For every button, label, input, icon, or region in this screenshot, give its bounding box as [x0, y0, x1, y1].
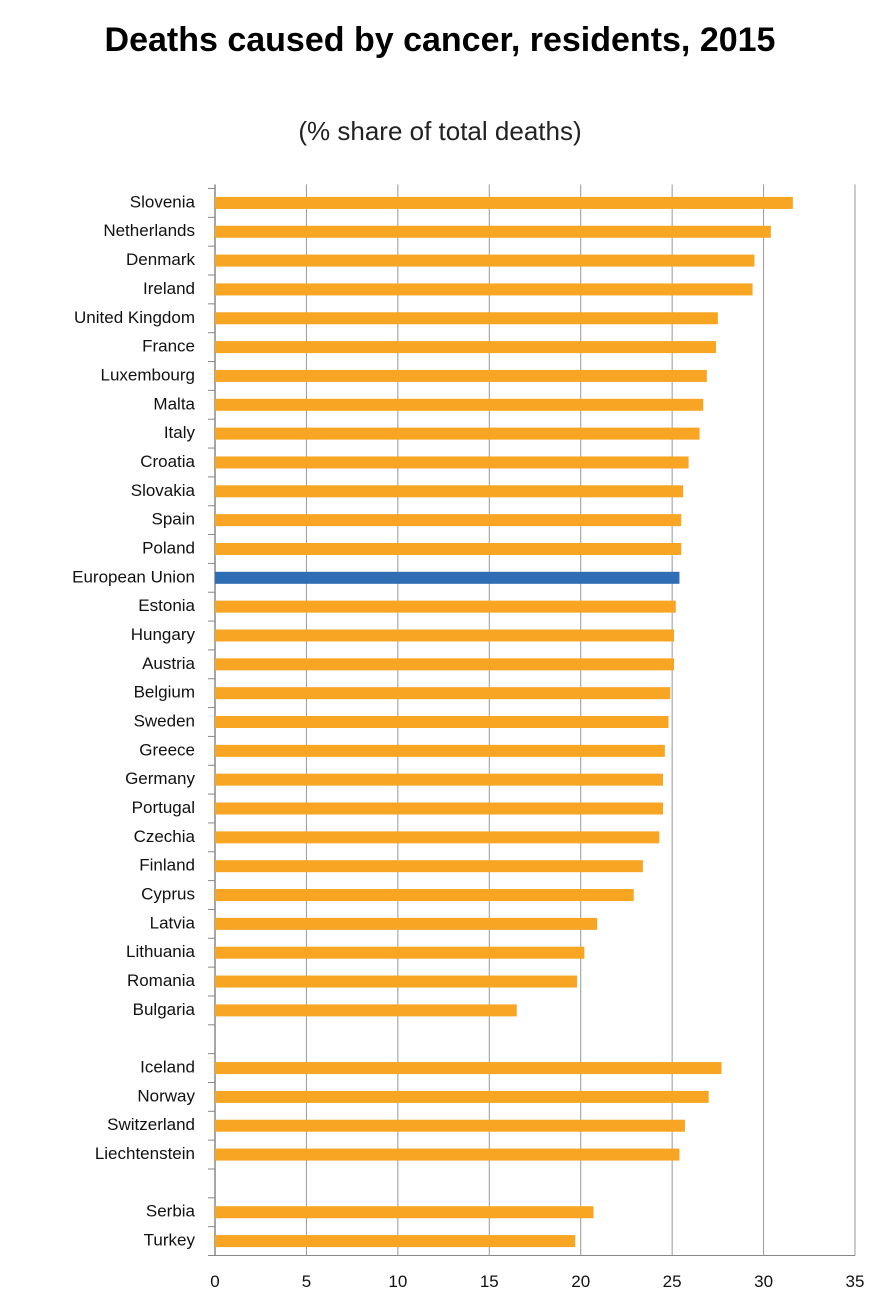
y-tick-label: Slovakia [131, 481, 196, 500]
y-tick-label: Sweden [134, 711, 195, 730]
bar [215, 283, 753, 296]
bar [215, 658, 674, 671]
y-tick-label: Estonia [138, 596, 195, 615]
x-tick-label: 30 [754, 1272, 773, 1291]
bar [215, 571, 680, 584]
y-tick-label: Serbia [146, 1202, 196, 1221]
bar [215, 254, 755, 267]
bar [215, 1090, 709, 1103]
y-tick-label: Greece [139, 740, 195, 759]
y-tick-label: Slovenia [130, 192, 196, 211]
bar [215, 917, 598, 930]
bar [215, 716, 669, 728]
y-tick-label: Denmark [126, 250, 195, 269]
bar [215, 514, 682, 527]
x-tick-label: 15 [480, 1272, 499, 1291]
bar [215, 196, 793, 209]
y-tick-label: Turkey [144, 1231, 196, 1250]
bar [215, 485, 684, 498]
y-tick-label: Liechtenstein [95, 1144, 195, 1163]
y-tick-label: Croatia [140, 452, 195, 471]
y-tick-label: Germany [125, 769, 195, 788]
y-tick-label: United Kingdom [74, 308, 195, 327]
bar [215, 629, 674, 642]
bar [215, 802, 663, 815]
y-tick-label: Netherlands [103, 221, 195, 240]
y-tick-label: Spain [152, 510, 195, 529]
bar [215, 1119, 685, 1132]
x-tick-label: 10 [388, 1272, 407, 1291]
x-tick-label: 20 [571, 1272, 590, 1291]
bar [215, 456, 689, 469]
x-tick-label: 25 [663, 1272, 682, 1291]
bar [215, 1148, 680, 1161]
y-tick-label: Portugal [132, 798, 195, 817]
x-tick-label: 0 [210, 1272, 219, 1291]
bar [215, 889, 634, 902]
x-tick-label: 5 [302, 1272, 311, 1291]
y-tick-label: Switzerland [107, 1115, 195, 1134]
y-tick-label: Latvia [150, 913, 196, 932]
bar [215, 860, 643, 873]
y-tick-label: Iceland [140, 1058, 195, 1077]
bar [215, 398, 704, 411]
y-tick-label: Ireland [143, 279, 195, 298]
y-tick-label: Romania [127, 971, 196, 990]
chart-subtitle: (% share of total deaths) [298, 116, 582, 146]
bar [215, 831, 660, 844]
y-tick-label: France [142, 337, 195, 356]
bar [215, 542, 682, 555]
y-tick-label: Italy [164, 423, 196, 442]
y-tick-label: Luxembourg [100, 365, 195, 384]
y-tick-label: Austria [142, 654, 195, 673]
bar [215, 312, 718, 325]
y-tick-label: Lithuania [126, 942, 196, 961]
y-tick-label: Hungary [131, 625, 196, 644]
bar [215, 1206, 594, 1219]
y-tick-label: Norway [137, 1086, 195, 1105]
bar [215, 946, 585, 959]
y-tick-label: Finland [139, 856, 195, 875]
bar [215, 1062, 722, 1075]
bar [215, 600, 676, 613]
chart-title: Deaths caused by cancer, residents, 2015 [104, 21, 776, 59]
bar [215, 369, 707, 382]
y-tick-label: Czechia [134, 827, 196, 846]
bar [215, 427, 700, 440]
bar [215, 975, 578, 988]
y-tick-label: Cyprus [141, 885, 195, 904]
bar [215, 341, 717, 354]
y-tick-label: Belgium [134, 683, 195, 702]
x-tick-label: 35 [846, 1272, 865, 1291]
bar [215, 744, 665, 757]
bar [215, 773, 663, 786]
y-tick-label: Poland [142, 538, 195, 557]
y-tick-label: European Union [72, 567, 195, 586]
y-tick-label: Bulgaria [133, 1000, 196, 1019]
bar [215, 1235, 576, 1248]
bar [215, 1004, 517, 1017]
y-tick-label: Malta [153, 394, 195, 413]
bar [215, 687, 671, 700]
bar [215, 225, 771, 238]
